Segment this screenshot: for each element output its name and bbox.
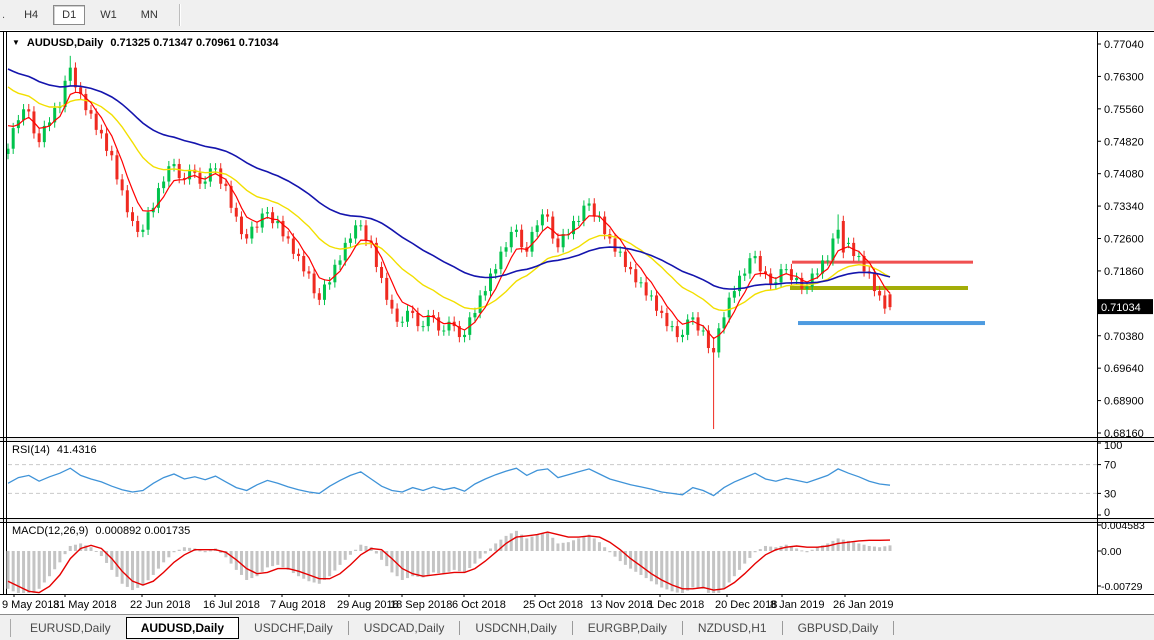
- time-axis-label: 26 Jan 2019: [833, 599, 894, 611]
- price-axis-label: 0.74080: [1104, 169, 1144, 181]
- panel-border: [0, 522, 1154, 523]
- tab-audusd[interactable]: AUDUSD,Daily: [125, 617, 240, 639]
- panel-border: [6, 31, 7, 594]
- panel-border: [0, 518, 1154, 519]
- support-blue[interactable]: [798, 321, 985, 326]
- tab-divider: [681, 621, 683, 635]
- tab-usdcad[interactable]: USDCAD,Daily: [363, 621, 445, 635]
- tab-divider: [571, 621, 573, 635]
- panel-border: [0, 437, 1154, 438]
- tab-divider: [893, 621, 895, 635]
- time-axis-label: 22 Jun 2018: [130, 599, 191, 611]
- panel-splitter[interactable]: [0, 437, 1154, 441]
- panel-border: [1097, 31, 1098, 594]
- price-axis-label: 0.73340: [1104, 201, 1144, 213]
- tab-usdcnh[interactable]: USDCNH,Daily: [475, 621, 557, 635]
- rsi-axis-label: 100: [1104, 440, 1122, 452]
- price-axis-label: 0.74820: [1104, 136, 1144, 148]
- macd-signal-line: [7, 531, 891, 594]
- panel-border: [0, 441, 1154, 442]
- time-axis-label: 9 May 2018: [2, 599, 59, 611]
- time-axis-label: 18 Sep 2018: [390, 599, 452, 611]
- current-price-tag-text: 0.71034: [1101, 302, 1141, 314]
- toolbar-separator: [178, 4, 181, 26]
- timeframe-buttons: . H4 D1 W1 MN: [0, 0, 181, 30]
- timeframe-button-h4[interactable]: H4: [24, 9, 39, 21]
- price-axis-label: 0.77040: [1104, 39, 1144, 51]
- time-axis-label: 1 Dec 2018: [648, 599, 704, 611]
- panel-border: [3, 31, 4, 594]
- chart-canvas[interactable]: 0.77040 0.76300 0.75560 0.74820 0.74080 0.733…: [0, 30, 1154, 614]
- rsi-axis-label: 30: [1104, 488, 1116, 500]
- price-axis-label: 0.71860: [1104, 266, 1144, 278]
- timeframe-button-d1[interactable]: D1: [53, 5, 86, 25]
- macd-axis-label: -0.00729: [1101, 581, 1143, 593]
- timeframe-button-mn[interactable]: MN: [140, 9, 158, 21]
- rsi-axis-label: 70: [1104, 460, 1116, 472]
- time-axis-label: 8 Jan 2019: [770, 599, 824, 611]
- tab-usdchf[interactable]: USDCHF,Daily: [254, 621, 333, 635]
- tab-eurgbp[interactable]: EURGBP,Daily: [587, 621, 667, 635]
- panel-splitter[interactable]: [0, 518, 1154, 522]
- time-axis-label: 13 Nov 2018: [590, 599, 652, 611]
- price-axis-label: 0.72600: [1104, 234, 1144, 246]
- tab-nzdusd[interactable]: NZDUSD,H1: [697, 621, 767, 635]
- panel-border: [0, 31, 1154, 32]
- tab-scroll-notch[interactable]: [0, 619, 11, 637]
- time-axis-label: 31 May 2018: [53, 599, 117, 611]
- price-axis-label: 0.76300: [1104, 71, 1144, 83]
- price-axis-label: 0.68160: [1104, 428, 1144, 440]
- price-axis-label: 0.75560: [1104, 104, 1144, 116]
- time-axis-label: 6 Oct 2018: [452, 599, 506, 611]
- time-axis-label: 20 Dec 2018: [715, 599, 777, 611]
- time-axis-label: 16 Jul 2018: [203, 599, 260, 611]
- current-price-tag: [1098, 299, 1153, 315]
- level-olive[interactable]: [790, 286, 968, 291]
- ma-mid-yellow: [7, 86, 891, 312]
- macd-axis-label: 0.004583: [1101, 520, 1145, 532]
- time-axis-label: 29 Aug 2018: [337, 599, 399, 611]
- macd-axis-label: 0.00: [1101, 546, 1122, 558]
- timeframe-button-w1[interactable]: W1: [100, 9, 117, 21]
- ma-slow-blue: [7, 68, 891, 290]
- chart-tab-bar: EURUSD,Daily AUDUSD,Daily USDCHF,Daily USDC…: [0, 614, 1154, 640]
- resistance-red[interactable]: [792, 260, 973, 264]
- timeframe-toolbar: . H4 D1 W1 MN: [0, 0, 1154, 31]
- rsi-line: [7, 467, 891, 497]
- time-axis-label: 7 Aug 2018: [270, 599, 326, 611]
- tab-divider: [347, 621, 349, 635]
- price-axis-label: 0.70380: [1104, 331, 1144, 343]
- clipped-toolbar-item: .: [2, 9, 6, 21]
- rsi-axis-label: 0: [1104, 507, 1110, 519]
- tab-divider: [459, 621, 461, 635]
- time-axis-label: 25 Oct 2018: [523, 599, 583, 611]
- tab-gbpusd[interactable]: GBPUSD,Daily: [797, 621, 879, 635]
- tab-divider: [781, 621, 783, 635]
- panel-border: [0, 594, 1154, 595]
- price-axis-label: 0.68900: [1104, 396, 1144, 408]
- tab-eurusd[interactable]: EURUSD,Daily: [30, 621, 111, 635]
- price-axis-label: 0.69640: [1104, 363, 1144, 375]
- ma-fast-red: [7, 91, 891, 340]
